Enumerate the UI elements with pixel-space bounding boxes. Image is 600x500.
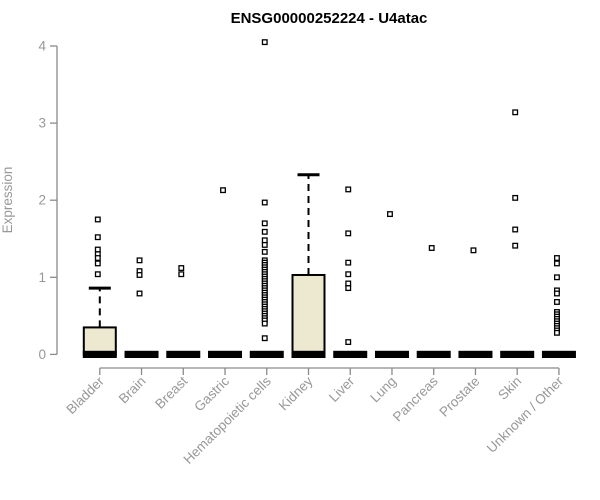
outlier-point — [261, 237, 268, 244]
median-bar — [458, 350, 493, 358]
outlier-point — [261, 241, 268, 248]
median-bar — [333, 350, 368, 358]
outlier-point — [470, 247, 477, 254]
outlier-point — [345, 271, 352, 278]
box — [82, 326, 117, 356]
median-bar — [374, 350, 409, 358]
outlier-point — [345, 259, 352, 266]
outlier-point — [345, 186, 352, 193]
median-bar — [166, 350, 201, 358]
outlier-point — [136, 257, 143, 264]
box — [291, 273, 326, 356]
outlier-point — [178, 265, 185, 271]
median-bar — [82, 350, 117, 358]
outlier-point — [136, 290, 143, 297]
outlier-point — [220, 187, 226, 194]
outlier-point — [261, 39, 268, 46]
x-category-label: Brain — [116, 374, 149, 407]
x-category-label: Breast — [152, 373, 190, 411]
x-category-label: Unknown / Other — [484, 373, 567, 456]
outlier-point — [345, 230, 352, 237]
x-category-label: Kidney — [276, 373, 316, 413]
outlier-point — [261, 220, 268, 227]
outlier-point — [94, 260, 101, 267]
median-bar — [291, 350, 326, 358]
y-axis-label: Expression — [0, 167, 15, 234]
outlier-point — [553, 260, 560, 267]
x-category-label: Skin — [495, 374, 524, 403]
outlier-point — [553, 329, 560, 336]
median-bar — [500, 350, 535, 358]
x-category-label: Liver — [326, 373, 358, 405]
outlier-point — [94, 271, 101, 278]
outlier-point — [345, 339, 352, 346]
y-tick-label: 1 — [38, 270, 46, 285]
x-category-label: Bladder — [63, 373, 107, 417]
median-bar — [416, 350, 451, 358]
outlier-point — [512, 194, 519, 201]
outlier-point — [261, 248, 268, 255]
y-tick-label: 2 — [38, 193, 46, 208]
outlier-point — [553, 290, 560, 297]
outlier-point — [94, 216, 101, 223]
outlier-point — [512, 109, 519, 116]
outlier-point — [387, 211, 393, 218]
x-category-label: Prostate — [436, 374, 482, 420]
outlier-point — [94, 246, 101, 253]
outlier-point — [94, 234, 101, 241]
outlier-point — [553, 299, 560, 305]
median-bar — [124, 350, 159, 358]
outlier-point — [345, 285, 352, 292]
x-category-label: Pancreas — [390, 373, 441, 424]
outlier-point — [553, 274, 560, 281]
outlier-point — [553, 255, 560, 261]
outlier-point — [261, 228, 268, 235]
outlier-point — [178, 271, 185, 278]
y-tick-label: 0 — [38, 347, 46, 362]
y-tick-label: 4 — [38, 39, 46, 54]
outlier-point — [261, 335, 268, 342]
median-bar — [541, 350, 576, 358]
outlier-point — [512, 226, 519, 233]
outlier-point — [94, 255, 101, 261]
outlier-point — [261, 199, 268, 206]
median-bar — [208, 350, 243, 358]
outlier-point — [512, 242, 519, 249]
chart-title: ENSG00000252224 - U4atac — [231, 10, 428, 27]
outlier-point — [428, 245, 435, 251]
median-bar — [249, 350, 284, 358]
x-category-label: Gastric — [191, 373, 232, 414]
x-category-label: Lung — [367, 374, 399, 406]
outlier-point — [345, 280, 352, 287]
y-tick-label: 3 — [38, 116, 46, 131]
outlier-point — [261, 320, 268, 327]
outlier-point — [136, 272, 143, 278]
